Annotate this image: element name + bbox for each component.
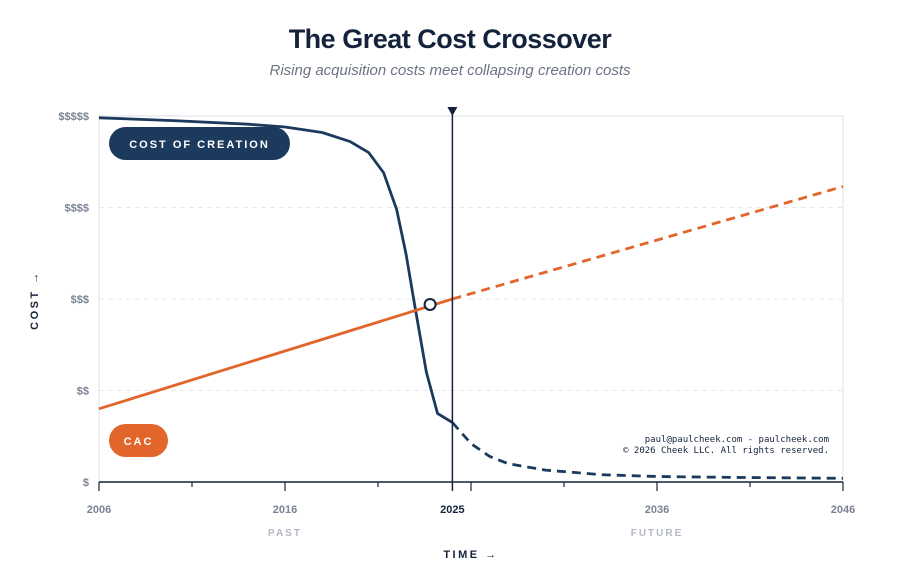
y-tick-label: $$ [77,386,89,398]
series-line-creation-future [451,421,844,480]
legend-cac-label: CAC [124,436,154,448]
x-tick-label: 2025 [440,504,464,516]
crossover-point-group [423,297,437,311]
series-line-cac-future [452,185,844,301]
x-tick-label: 2006 [87,504,111,516]
era-label-future: FUTURE [631,528,684,539]
y-tick-label: $$$$$ [58,111,89,123]
legend-creation-pill [109,127,290,160]
credit-contact: paul@paulcheek.com - paulcheek.com [645,435,829,445]
legend-creation: COST OF CREATION [109,127,290,160]
era-label-past: PAST [268,528,302,539]
chart-title: The Great Cost Crossover [288,24,612,54]
crossover-point [423,297,437,311]
x-tick-label: 2016 [273,504,297,516]
year-marker-arrow [447,107,458,116]
grid-lines [99,207,843,391]
y-tick-label: $$$ [71,294,89,306]
legend-creation-label: COST OF CREATION [129,139,270,151]
y-tick-labels: $$$$$$$$$$$$$$$ [58,111,89,489]
x-axis-title: TIME → [443,549,498,561]
y-tick-label: $ [83,477,89,489]
x-tick-label: 2046 [831,504,855,516]
x-axis: 2006 2016 2025 2036 2046 PAST FUTURE [87,481,855,539]
year-marker [447,107,458,491]
y-tick-label: $$$$ [65,203,89,215]
legend-cac: CAC [109,424,168,457]
legend-cac-pill [109,424,168,457]
credit-copyright: © 2026 Cheek LLC. All rights reserved. [623,446,829,456]
series-lines [98,116,844,480]
x-tick-label: 2036 [645,504,669,516]
series-line-cac-past [98,297,453,411]
y-axis-title: COST → [29,270,41,330]
chart-subtitle: Rising acquisition costs meet collapsing… [269,62,631,79]
series-line-creation-past [98,116,454,424]
